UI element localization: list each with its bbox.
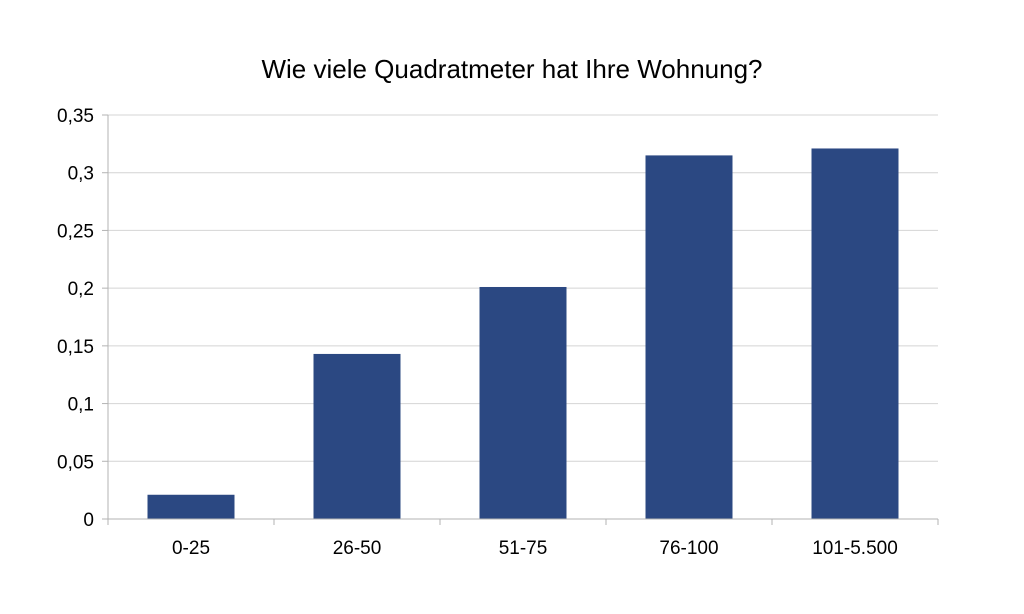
y-axis-tick-labels: 0 0,05 0,1 0,15 0,2 0,25 0,3 0,35 (57, 106, 94, 531)
axes (107, 115, 939, 525)
x-tick-label: 0-25 (172, 538, 210, 559)
chart-title: Wie viele Quadratmeter hat Ihre Wohnung? (261, 54, 763, 84)
y-tick-label: 0,15 (57, 337, 94, 358)
y-tick-label: 0 (83, 510, 94, 531)
bars (147, 148, 899, 519)
bar-101-5.500 (811, 148, 899, 519)
bar-0-25 (147, 494, 235, 519)
x-tick-label: 26-50 (333, 538, 382, 559)
x-axis-tick-labels: 0-25 26-50 51-75 76-100 101-5.500 (172, 538, 898, 559)
x-tick-label: 76-100 (659, 538, 718, 559)
y-tick-label: 0,35 (57, 106, 94, 127)
bar-76-100 (645, 155, 733, 519)
y-tick-label: 0,1 (68, 395, 94, 416)
y-tick-label: 0,25 (57, 221, 94, 242)
y-tick-label: 0,2 (68, 279, 94, 300)
x-tick-label: 51-75 (499, 538, 548, 559)
bar-26-50 (313, 353, 401, 519)
bar-51-75 (479, 286, 567, 519)
x-tick-label: 101-5.500 (812, 538, 898, 559)
y-tick-label: 0,05 (57, 452, 94, 473)
y-tick-label: 0,3 (68, 164, 94, 185)
